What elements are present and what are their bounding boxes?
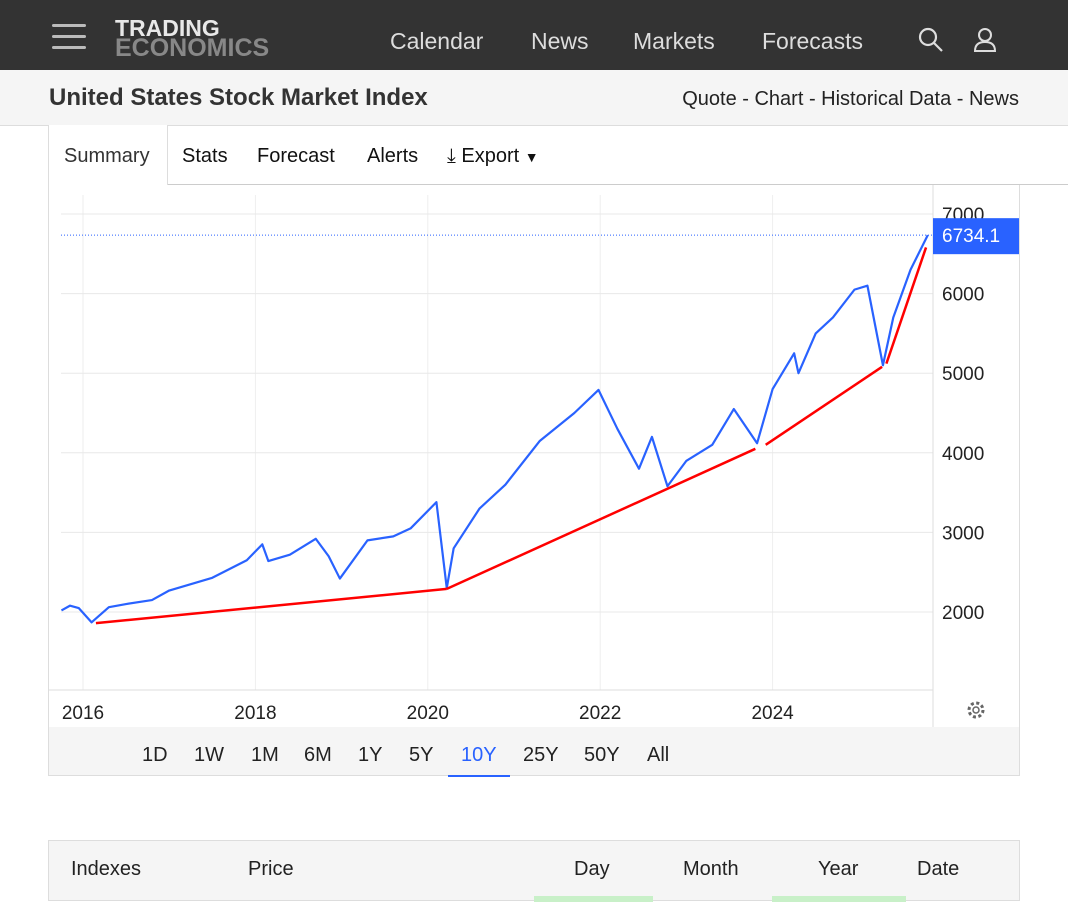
chart-tabs: Summary Stats Forecast Alerts ⤓ Export ▼ (48, 125, 1068, 185)
tab-summary[interactable]: Summary (48, 125, 168, 185)
range-selector: 1D 1W 1M 6M 1Y 5Y 10Y 25Y 50Y All (49, 727, 1019, 777)
tab-stats[interactable]: Stats (182, 145, 228, 167)
chart-panel: 7000 6000 5000 4000 3000 2000 2016 2018 2020 2022… (48, 185, 1020, 777)
price-series-line (60, 234, 929, 624)
range-6m[interactable]: 6M (304, 744, 332, 766)
col-day: Day (574, 858, 610, 880)
col-date: Date (917, 858, 960, 880)
trendline (885, 247, 928, 365)
range-25y[interactable]: 25Y (523, 744, 559, 766)
page-title: United States Stock Market Index (49, 84, 428, 111)
range-50y[interactable]: 50Y (584, 744, 620, 766)
tab-export[interactable]: ⤓ Export ▼ (447, 145, 539, 167)
col-price: Price (248, 858, 294, 880)
trendline (95, 587, 447, 625)
caret-down-icon: ▼ (524, 149, 539, 165)
col-month: Month (683, 858, 739, 880)
x-tick-label: 2024 (751, 703, 794, 724)
settings-gear-icon[interactable] (964, 698, 988, 722)
logo[interactable]: TRADING ECONOMICS (115, 15, 270, 62)
top-nav-bar: TRADING ECONOMICS Calendar News Markets F… (0, 0, 1068, 70)
y-tick-label: 4000 (942, 444, 984, 465)
menu-icon[interactable] (52, 24, 86, 50)
tab-alerts[interactable]: Alerts (367, 145, 419, 167)
last-price-label: 6734.1 (942, 226, 1000, 247)
range-1m[interactable]: 1M (251, 744, 279, 766)
user-icon[interactable] (973, 27, 997, 53)
range-all[interactable]: All (647, 744, 670, 766)
trendline (765, 365, 883, 446)
y-tick-label: 3000 (942, 523, 984, 544)
day-cell-positive (534, 896, 653, 902)
search-icon[interactable] (918, 27, 944, 53)
nav-forecasts[interactable]: Forecasts (762, 28, 863, 54)
nav-calendar[interactable]: Calendar (390, 28, 484, 54)
year-cell-positive (772, 896, 906, 902)
y-tick-label: 2000 (942, 603, 984, 624)
x-tick-label: 2018 (234, 703, 276, 724)
col-indexes: Indexes (71, 858, 142, 880)
x-tick-label: 2020 (407, 703, 449, 724)
tab-forecast[interactable]: Forecast (257, 145, 335, 167)
last-price-badge (933, 218, 1019, 255)
trendline (446, 447, 756, 591)
range-1w[interactable]: 1W (194, 744, 224, 766)
x-tick-label: 2016 (62, 703, 104, 724)
indexes-table-header: Indexes Price Day Month Year Date (48, 840, 1020, 902)
range-1d[interactable]: 1D (142, 744, 168, 766)
nav-news[interactable]: News (531, 28, 589, 54)
range-10y[interactable]: 10Y (448, 744, 510, 777)
y-tick-label: 5000 (942, 364, 984, 385)
range-5y[interactable]: 5Y (409, 744, 434, 766)
page-header (0, 70, 1068, 126)
nav-markets[interactable]: Markets (633, 28, 715, 54)
y-tick-label: 6000 (942, 285, 984, 306)
col-year: Year (818, 858, 859, 880)
page-links[interactable]: Quote - Chart - Historical Data - News (682, 88, 1019, 110)
x-tick-label: 2022 (579, 703, 621, 724)
range-1y[interactable]: 1Y (358, 744, 383, 766)
